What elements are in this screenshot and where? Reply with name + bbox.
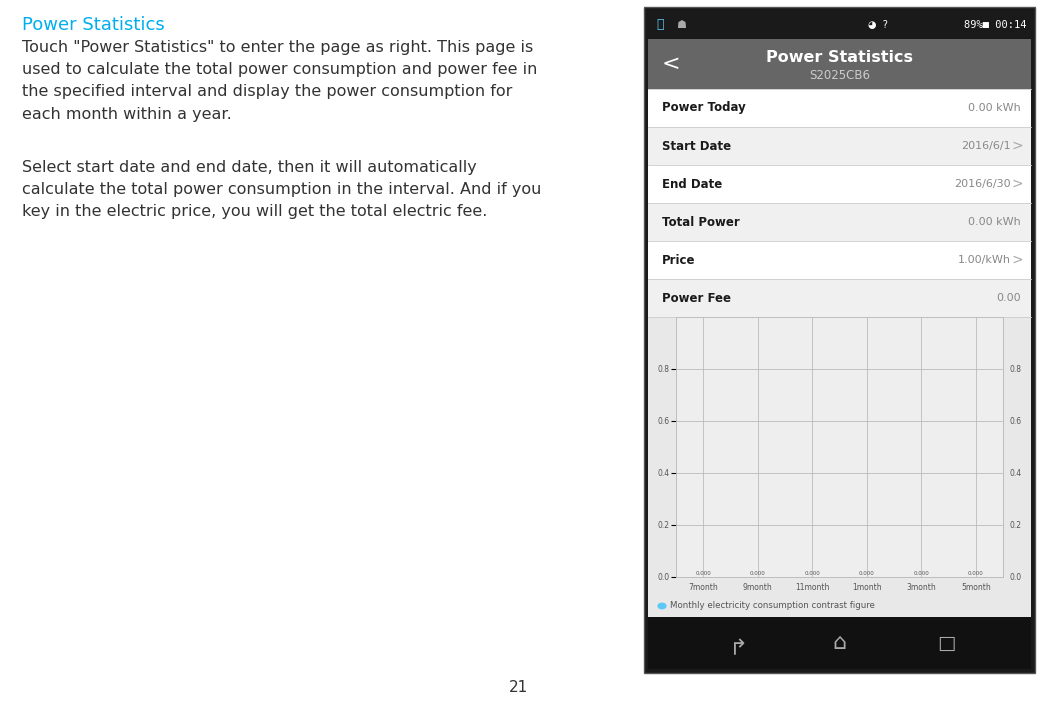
Text: 0.000: 0.000 xyxy=(750,571,765,576)
Bar xyxy=(648,317,1031,617)
Bar xyxy=(648,241,1031,279)
Text: 89%■ 00:14: 89%■ 00:14 xyxy=(963,20,1026,30)
Text: >: > xyxy=(1011,253,1022,267)
Text: 0.000: 0.000 xyxy=(914,571,929,576)
Bar xyxy=(648,165,1031,203)
Bar xyxy=(648,617,1031,669)
Text: Price: Price xyxy=(662,254,696,267)
Bar xyxy=(648,203,1031,241)
Bar xyxy=(648,89,1031,127)
Text: 0.000: 0.000 xyxy=(696,571,711,576)
Text: Select start date and end date, then it will automatically
calculate the total p: Select start date and end date, then it … xyxy=(22,160,541,220)
Text: 0.000: 0.000 xyxy=(859,571,874,576)
Text: S2025CB6: S2025CB6 xyxy=(809,69,870,82)
Text: ⌂: ⌂ xyxy=(833,633,846,653)
Text: 2016/6/1: 2016/6/1 xyxy=(961,141,1011,151)
Text: Power Fee: Power Fee xyxy=(662,292,731,304)
Text: 0.000: 0.000 xyxy=(805,571,820,576)
Text: 0.00 kWh: 0.00 kWh xyxy=(969,103,1021,113)
Text: ◕  ?: ◕ ? xyxy=(868,20,888,30)
Text: □: □ xyxy=(937,634,956,653)
Text: 0.000: 0.000 xyxy=(968,571,984,576)
Text: >: > xyxy=(1011,177,1022,191)
Text: Touch "Power Statistics" to enter the page as right. This page is
used to calcul: Touch "Power Statistics" to enter the pa… xyxy=(22,40,537,122)
Text: Total Power: Total Power xyxy=(662,215,739,228)
Text: 0.00: 0.00 xyxy=(997,293,1021,303)
Text: ☗: ☗ xyxy=(676,20,686,30)
Text: 1.00/kWh: 1.00/kWh xyxy=(958,255,1011,265)
Text: 0.00 kWh: 0.00 kWh xyxy=(969,217,1021,227)
Text: Power Statistics: Power Statistics xyxy=(22,16,165,34)
Text: 21: 21 xyxy=(508,680,528,695)
Bar xyxy=(644,7,1035,673)
Text: Start Date: Start Date xyxy=(662,139,731,152)
Text: Monthly electricity consumption contrast figure: Monthly electricity consumption contrast… xyxy=(670,602,875,611)
Bar xyxy=(648,11,1031,39)
Text: ↲: ↲ xyxy=(723,633,741,653)
Text: Power Statistics: Power Statistics xyxy=(766,50,913,65)
Bar xyxy=(648,39,1031,89)
Bar xyxy=(648,127,1031,165)
Text: 2016/6/30: 2016/6/30 xyxy=(954,179,1011,189)
Text: <: < xyxy=(662,54,680,74)
Text: Power Today: Power Today xyxy=(662,102,746,114)
Bar xyxy=(648,279,1031,317)
Text: ⏼: ⏼ xyxy=(656,18,664,31)
Text: >: > xyxy=(1011,139,1022,153)
Text: End Date: End Date xyxy=(662,178,722,191)
